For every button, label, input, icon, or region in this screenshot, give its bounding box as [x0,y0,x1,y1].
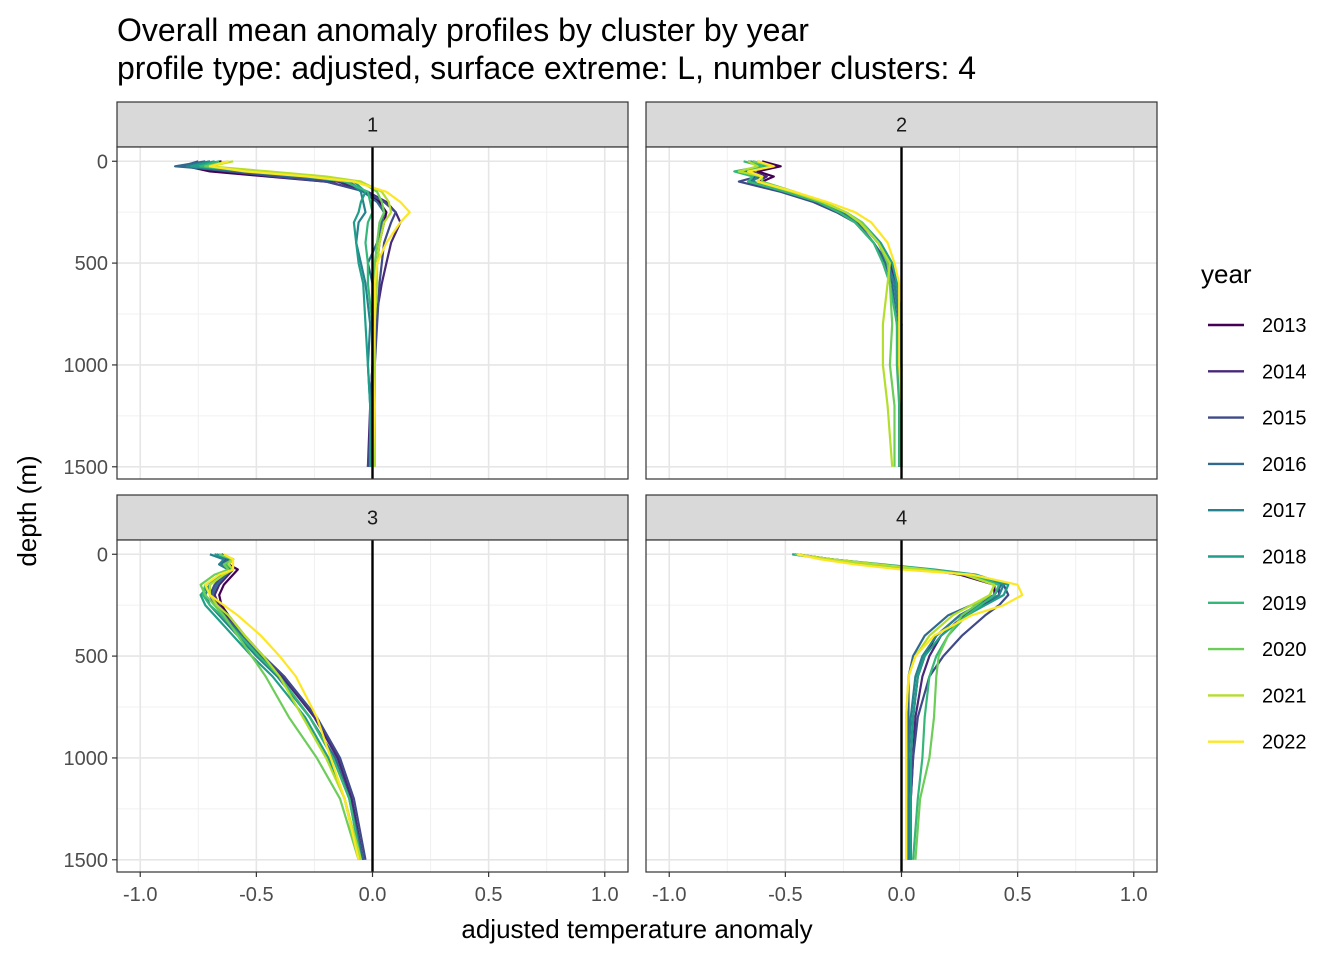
legend-item-2017: 2017 [1208,500,1307,522]
legend-label: 2013 [1262,315,1307,337]
panel-strip [645,494,1158,541]
panel-strip-label: 2 [896,115,907,137]
legend-item-2013: 2013 [1208,315,1307,337]
panel-2: 2 [645,101,1158,480]
legend-item-2014: 2014 [1208,361,1307,383]
series-line-2021 [208,160,393,467]
x-tick-label: -1.0 [652,884,686,906]
y-tick-label: 1500 [64,457,109,479]
panel-strip [645,101,1158,148]
y-axis-title: depth (m) [12,455,42,566]
legend-item-2022: 2022 [1208,732,1307,754]
panel-1: 1 0 500 1000 1500 [64,101,629,480]
legend-item-2018: 2018 [1208,547,1307,569]
panel-4: 4 -1.0 -0.5 0.0 0.5 1.0 [645,494,1158,906]
series-line-2021 [737,160,894,467]
legend-label: 2022 [1262,732,1307,754]
y-tick-label: 500 [75,646,108,668]
legend-item-2019: 2019 [1208,593,1307,615]
series-lines [199,553,367,861]
legend-item-2016: 2016 [1208,454,1307,476]
chart-title: Overall mean anomaly profiles by cluster… [117,12,809,48]
y-tick-label: 0 [97,151,108,173]
panel-strip-label: 4 [896,508,907,530]
legend-title: year [1201,259,1252,289]
x-tick-label: -0.5 [768,884,802,906]
series-line-2019 [733,160,901,467]
legend-label: 2018 [1262,547,1307,569]
legend-label: 2014 [1262,361,1307,383]
panel-strip [116,101,629,148]
legend-label: 2015 [1262,408,1307,430]
y-tick-label: 0 [97,544,108,566]
x-tick-label: -1.0 [123,884,157,906]
y-tick-label: 1500 [64,850,109,872]
panels: 1 0 500 1000 1500 2 3 0 500 1000 1500 -1.0 -0.5 0.0 0.… [64,101,1158,906]
legend-label: 2020 [1262,639,1307,661]
legend-label: 2021 [1262,685,1307,707]
x-axis-title: adjusted temperature anomaly [461,914,812,944]
x-tick-label: 1.0 [1120,884,1148,906]
x-tick-label: 0.5 [1004,884,1032,906]
legend-label: 2016 [1262,454,1307,476]
series-line-2021 [208,553,362,861]
legend-label: 2017 [1262,500,1307,522]
series-line-2022 [204,553,360,861]
y-tick-label: 1000 [64,748,109,770]
legend-item-2021: 2021 [1208,685,1307,707]
panel-border [645,146,1158,480]
x-tick-label: 0.0 [888,884,916,906]
panel-strip [116,494,629,541]
legend-item-2015: 2015 [1208,408,1307,430]
chart-subtitle: profile type: adjusted, surface extreme:… [117,50,976,86]
series-line-2020 [199,553,360,861]
panel-3: 3 0 500 1000 1500 -1.0 -0.5 0.0 0.5 1.0 [64,494,629,906]
y-tick-label: 1000 [64,355,109,377]
x-tick-label: 0.0 [359,884,387,906]
x-tick-label: 1.0 [591,884,619,906]
panel-strip-label: 3 [367,508,378,530]
x-tick-label: 0.5 [475,884,503,906]
series-line-2015 [180,160,397,467]
series-line-2022 [796,553,1024,860]
y-tick-label: 500 [75,253,108,275]
panel-strip-label: 1 [367,115,378,137]
legend: 2013 2014 2015 2016 2017 2018 2019 2020 2021 2022 [1208,315,1307,754]
panel-border [116,146,629,480]
legend-item-2020: 2020 [1208,639,1307,661]
x-tick-label: -0.5 [239,884,273,906]
series-line-2022 [747,160,903,467]
legend-label: 2019 [1262,593,1307,615]
